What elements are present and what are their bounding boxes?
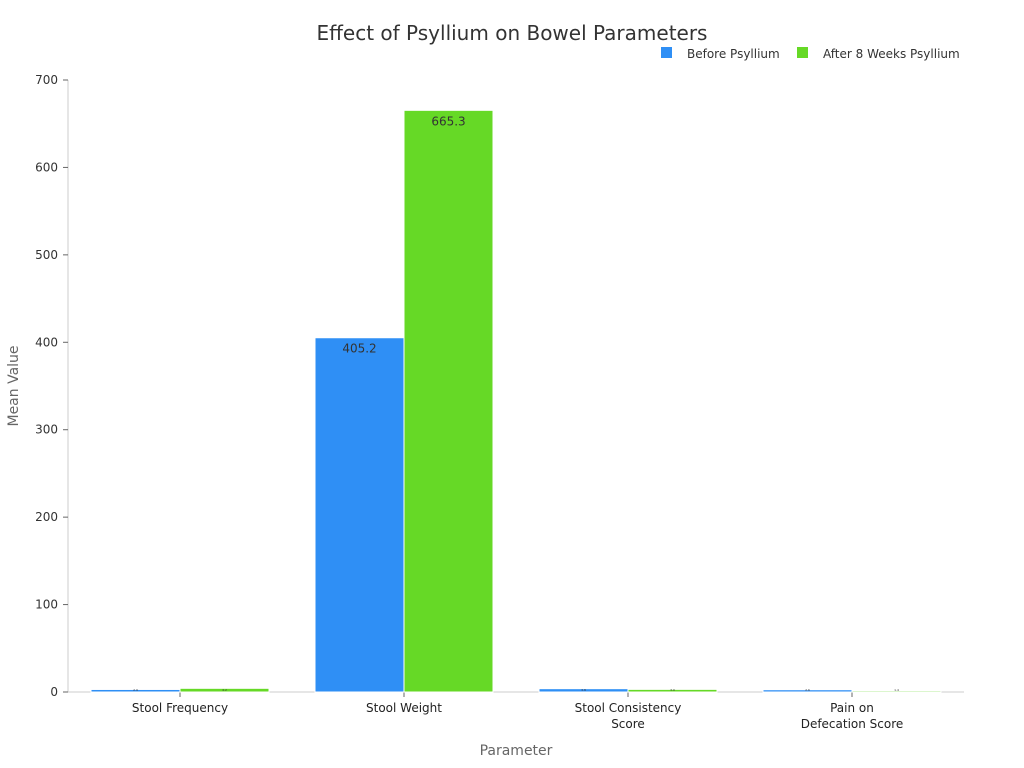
x-tick-label: Stool Weight [366, 701, 442, 715]
data-label: 1.4 [894, 688, 899, 692]
y-tick-label: 700 [35, 73, 58, 87]
chart-title: Effect of Psyllium on Bowel Parameters [317, 21, 708, 45]
y-tick-label: 200 [35, 510, 58, 524]
y-tick-label: 0 [50, 685, 58, 699]
legend-label: Before Psyllium [687, 47, 780, 61]
x-tick-label: Pain on [830, 701, 874, 715]
data-label: 3.8 [581, 688, 586, 692]
data-label: 4.2 [222, 688, 227, 692]
x-tick-label: Stool Consistency [575, 701, 682, 715]
data-label: 2.6 [805, 688, 810, 692]
bar [314, 337, 405, 693]
y-tick-label: 100 [35, 598, 58, 612]
y-tick-label: 300 [35, 423, 58, 437]
bar [851, 690, 942, 693]
data-label: 2.9 [133, 688, 138, 692]
data-label: 405.2 [342, 342, 376, 356]
x-axis-label: Parameter [480, 743, 553, 759]
legend-swatch [661, 47, 672, 58]
bar [627, 688, 718, 693]
x-tick-label: Defecation Score [801, 717, 904, 731]
y-tick-label: 400 [35, 335, 58, 349]
legend-label: After 8 Weeks Psyllium [823, 47, 960, 61]
data-label: 665.3 [431, 114, 465, 128]
legend-swatch [797, 47, 808, 58]
bar [179, 687, 270, 693]
y-tick-label: 500 [35, 248, 58, 262]
x-tick-label: Stool Frequency [132, 701, 228, 715]
y-tick-label: 600 [35, 160, 58, 174]
bar [403, 109, 494, 693]
x-tick-label: Score [611, 717, 645, 731]
data-label: 3.0 [670, 688, 675, 692]
y-axis-label: Mean Value [6, 345, 22, 426]
